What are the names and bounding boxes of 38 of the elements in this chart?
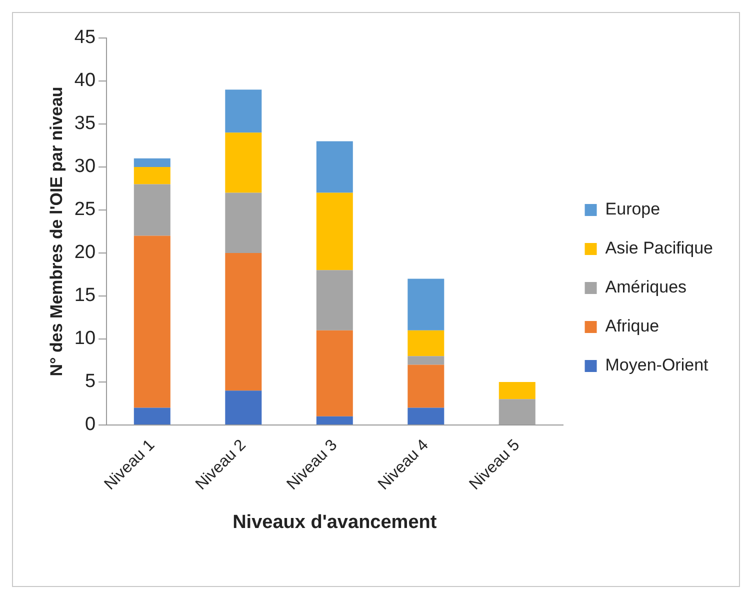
bar [134,166,170,184]
bar [134,184,170,236]
y-tick-label: 20 [74,242,96,264]
legend-label: Moyen-Orient [605,356,709,375]
y-tick-label: 10 [74,328,96,350]
y-tick-label: 25 [74,199,96,220]
bar [408,278,444,330]
bar [316,270,353,330]
y-tick-label: 15 [74,285,96,306]
bar [408,330,444,356]
legend-label: Asie Pacifique [605,238,714,258]
legend-label: Amériques [605,278,687,297]
bar [408,356,444,365]
legend-label: Afrique [605,316,660,336]
bar [316,141,353,193]
bar [134,236,170,408]
bar [408,408,444,424]
y-tick-label: 5 [84,371,96,392]
y-tick-label: 45 [74,27,96,48]
bar [498,382,536,400]
bar [408,364,444,408]
y-tick-label: 0 [84,414,96,436]
bar [225,132,262,193]
x-axis-title: Niveaux d'avancement [232,512,438,533]
bar [134,408,170,424]
y-tick-label: 35 [74,113,96,134]
bar [225,252,262,391]
bar [134,158,170,167]
bar [225,90,262,133]
y-axis-title: N° des Membres de l'OIE par niveau [46,86,66,376]
bar [316,192,353,270]
bar [225,192,262,253]
legend-label: Europe [605,200,660,219]
bar [316,330,353,416]
y-tick-label: 40 [74,70,96,92]
bar [225,390,262,424]
y-tick-label: 30 [74,156,96,178]
bar [316,416,353,424]
